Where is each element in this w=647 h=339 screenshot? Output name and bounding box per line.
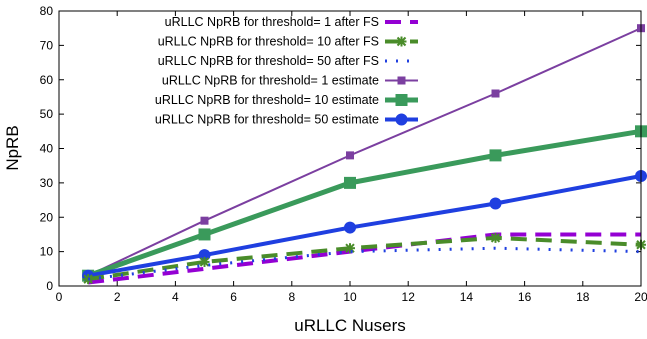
data-point	[396, 36, 407, 47]
data-point	[198, 228, 211, 241]
legend-entry: uRLLC NpRB for threshold= 10 estimate	[155, 93, 418, 107]
series-line	[87, 246, 642, 281]
data-point	[345, 243, 355, 254]
legend-label: uRLLC NpRB for threshold= 50 after FS	[158, 54, 379, 68]
legend-entry: uRLLC NpRB for threshold= 1 after FS	[165, 15, 418, 29]
y-tick-label: 50	[40, 107, 54, 121]
data-point	[397, 76, 406, 85]
x-tick-label: 10	[343, 290, 357, 304]
legend-entry: uRLLC NpRB for threshold= 50 after FS	[158, 54, 418, 68]
legend-entry: uRLLC NpRB for threshold= 50 estimate	[155, 113, 418, 127]
legend-label: uRLLC NpRB for threshold= 1 estimate	[162, 74, 379, 88]
legend-label: uRLLC NpRB for threshold= 10 estimate	[155, 93, 379, 107]
legend-label: uRLLC NpRB for threshold= 1 after FS	[165, 15, 379, 29]
x-tick-label: 18	[576, 290, 590, 304]
data-point	[395, 94, 408, 106]
data-point	[395, 113, 408, 126]
x-tick-label: 2	[114, 290, 121, 304]
x-tick-label: 12	[402, 290, 416, 304]
data-series	[82, 24, 647, 285]
data-point	[489, 149, 502, 162]
data-point	[346, 151, 354, 160]
data-point	[491, 89, 500, 98]
y-tick-label: 20	[40, 210, 54, 224]
legend-entry: uRLLC NpRB for threshold= 1 estimate	[162, 74, 418, 88]
data-point	[200, 216, 209, 225]
x-tick-label: 8	[288, 290, 295, 304]
legend: uRLLC NpRB for threshold= 1 after FS uRLL…	[155, 15, 418, 127]
legend-label: uRLLC NpRB for threshold= 10 after FS	[158, 35, 379, 49]
data-point	[344, 176, 356, 189]
x-tick-label: 6	[230, 290, 237, 304]
series-line	[83, 232, 646, 285]
series-line	[82, 170, 647, 282]
data-point	[490, 232, 501, 243]
data-point	[199, 256, 210, 267]
plot-area-frame	[58, 10, 642, 287]
y-tick-label: 30	[40, 176, 54, 190]
x-tick-label: 20	[634, 290, 647, 304]
data-point	[344, 221, 356, 234]
y-tick-label: 70	[40, 38, 54, 52]
x-tick-label: 4	[172, 290, 179, 304]
x-tick-label: 0	[56, 290, 63, 304]
y-tick-label: 40	[40, 142, 54, 156]
y-tick-label: 60	[40, 73, 54, 87]
data-point	[489, 197, 502, 210]
x-tick-label: 16	[518, 290, 532, 304]
x-axis-label: uRLLC Nusers	[294, 316, 406, 335]
legend-label: uRLLC NpRB for threshold= 50 estimate	[155, 113, 379, 127]
y-tick-label: 80	[40, 4, 54, 18]
y-tick-label: 10	[40, 245, 54, 259]
x-tick-label: 14	[460, 290, 474, 304]
y-tick-label: 0	[46, 279, 53, 293]
legend-entry: uRLLC NpRB for threshold= 10 after FS	[158, 35, 418, 49]
axis-ticks: 0 2 4 6 8 10 12 14 16 18 20 0 10 20 30 40 50 60 70 80	[40, 4, 647, 304]
series-path	[87, 246, 642, 281]
y-axis-label: NpRB	[3, 125, 22, 170]
